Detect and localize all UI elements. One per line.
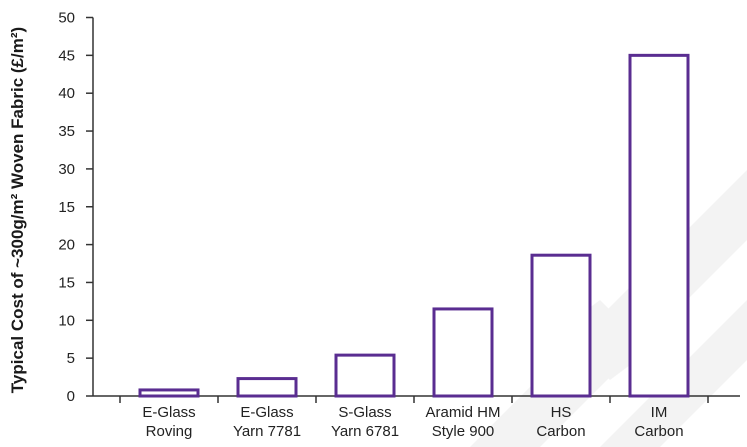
y-tick-label: 15	[58, 199, 75, 216]
y-tick-label: 20	[58, 237, 75, 254]
x-category-label: E-Glass Yarn 7781	[233, 404, 301, 440]
x-category-label: HS Carbon	[536, 404, 585, 440]
x-category-label: IM Carbon	[634, 404, 683, 440]
bar	[530, 253, 592, 398]
bar	[432, 307, 494, 398]
x-category-label: S-Glass Yarn 6781	[331, 404, 399, 440]
y-tick-label: 45	[58, 47, 75, 64]
bar	[138, 388, 200, 398]
y-tick-label: 15	[58, 274, 75, 291]
y-tick-label: 35	[58, 123, 75, 140]
y-tick-label: 50	[58, 10, 75, 27]
x-category-label: Aramid HM Style 900	[425, 404, 500, 440]
y-tick-label: 5	[67, 350, 75, 367]
y-tick-label: 0	[67, 388, 75, 405]
bar	[236, 377, 298, 398]
y-axis: 0 5 10 15 20 15 30 35 40 45 50	[58, 10, 94, 405]
y-axis-title: Typical Cost of ~300g/m² Woven Fabric (£…	[8, 27, 27, 393]
y-tick-label: 40	[58, 85, 75, 102]
bar	[628, 53, 690, 398]
x-category-label: E-Glass Roving	[142, 404, 195, 440]
y-tick-label: 10	[58, 312, 75, 329]
y-tick-label: 30	[58, 161, 75, 178]
category-labels: E-Glass Roving E-Glass Yarn 7781 S-Glass Yarn…	[142, 404, 683, 440]
bar	[334, 353, 396, 398]
bars	[138, 53, 690, 398]
